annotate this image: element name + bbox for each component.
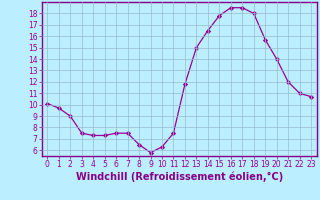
X-axis label: Windchill (Refroidissement éolien,°C): Windchill (Refroidissement éolien,°C) [76,172,283,182]
